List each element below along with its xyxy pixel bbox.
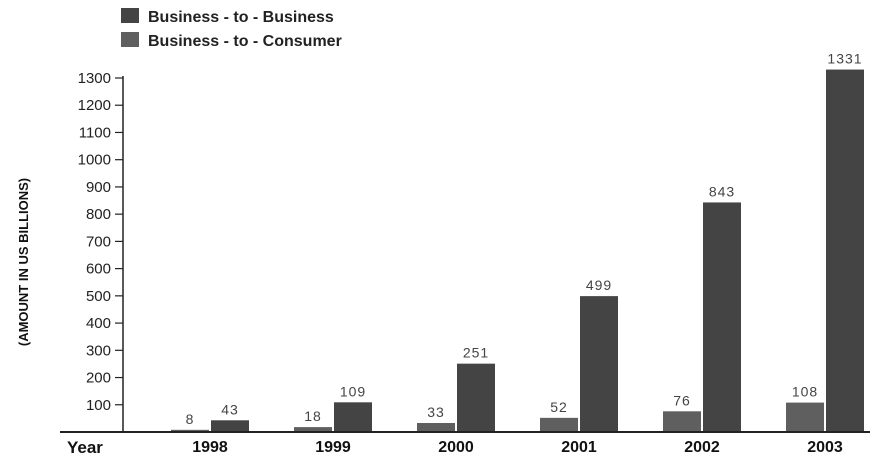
data-label: 8 <box>186 411 195 427</box>
data-label: 109 <box>340 383 366 399</box>
bar <box>171 429 209 432</box>
legend-label: Business - to - Consumer <box>148 33 342 50</box>
y-tick-label: 900 <box>86 179 111 196</box>
bar <box>580 296 618 432</box>
bar <box>786 402 824 432</box>
data-label: 1331 <box>827 51 862 67</box>
x-tick-label: 2001 <box>561 439 597 456</box>
data-label: 251 <box>463 345 489 361</box>
data-label: 499 <box>586 277 612 293</box>
y-tick-label: 100 <box>86 397 111 414</box>
bar <box>826 69 864 432</box>
x-tick-label: 2002 <box>684 439 720 456</box>
legend-swatch <box>121 8 139 23</box>
bar <box>703 202 741 432</box>
bar <box>457 363 495 432</box>
y-tick-label: 1100 <box>79 124 111 141</box>
x-tick-label: 1999 <box>315 439 351 456</box>
x-axis-label: Year <box>67 438 103 457</box>
y-axis-label: (AMOUNT IN US BILLIONS) <box>16 178 31 346</box>
x-axis: 1998 1999 2000 2001 2002 2003 <box>60 431 870 456</box>
bar <box>211 420 249 432</box>
y-axis: 100 200 300 400 500 600 700 800 900 1000 1100 1200 1… <box>78 70 124 432</box>
bar <box>294 427 332 432</box>
x-tick-label: 1998 <box>192 439 228 456</box>
data-label: 843 <box>709 183 735 199</box>
data-label: 43 <box>221 401 239 417</box>
legend-swatch <box>121 32 139 47</box>
bar <box>417 423 455 432</box>
bar <box>663 411 701 432</box>
data-label: 33 <box>427 404 445 420</box>
bar <box>334 402 372 432</box>
x-tick-label: 2000 <box>438 439 474 456</box>
data-label: 52 <box>550 399 568 415</box>
x-tick-label: 2003 <box>807 439 843 456</box>
y-tick-label: 1000 <box>78 152 111 169</box>
data-label: 108 <box>792 384 818 400</box>
data-label: 76 <box>673 392 691 408</box>
y-tick-label: 700 <box>86 233 111 250</box>
data-label: 18 <box>304 408 322 424</box>
legend-label: Business - to - Business <box>148 9 334 26</box>
y-tick-label: 300 <box>86 342 111 359</box>
legend: Business - to - Business Business - to - … <box>121 8 342 50</box>
y-tick-label: 1200 <box>78 97 111 114</box>
y-tick-label: 600 <box>86 261 111 278</box>
bar <box>540 417 578 432</box>
y-tick-label: 1300 <box>78 70 111 87</box>
y-tick-label: 500 <box>86 288 111 305</box>
y-tick-label: 400 <box>86 315 111 332</box>
y-tick-label: 200 <box>86 370 111 387</box>
y-tick-label: 800 <box>86 206 111 223</box>
